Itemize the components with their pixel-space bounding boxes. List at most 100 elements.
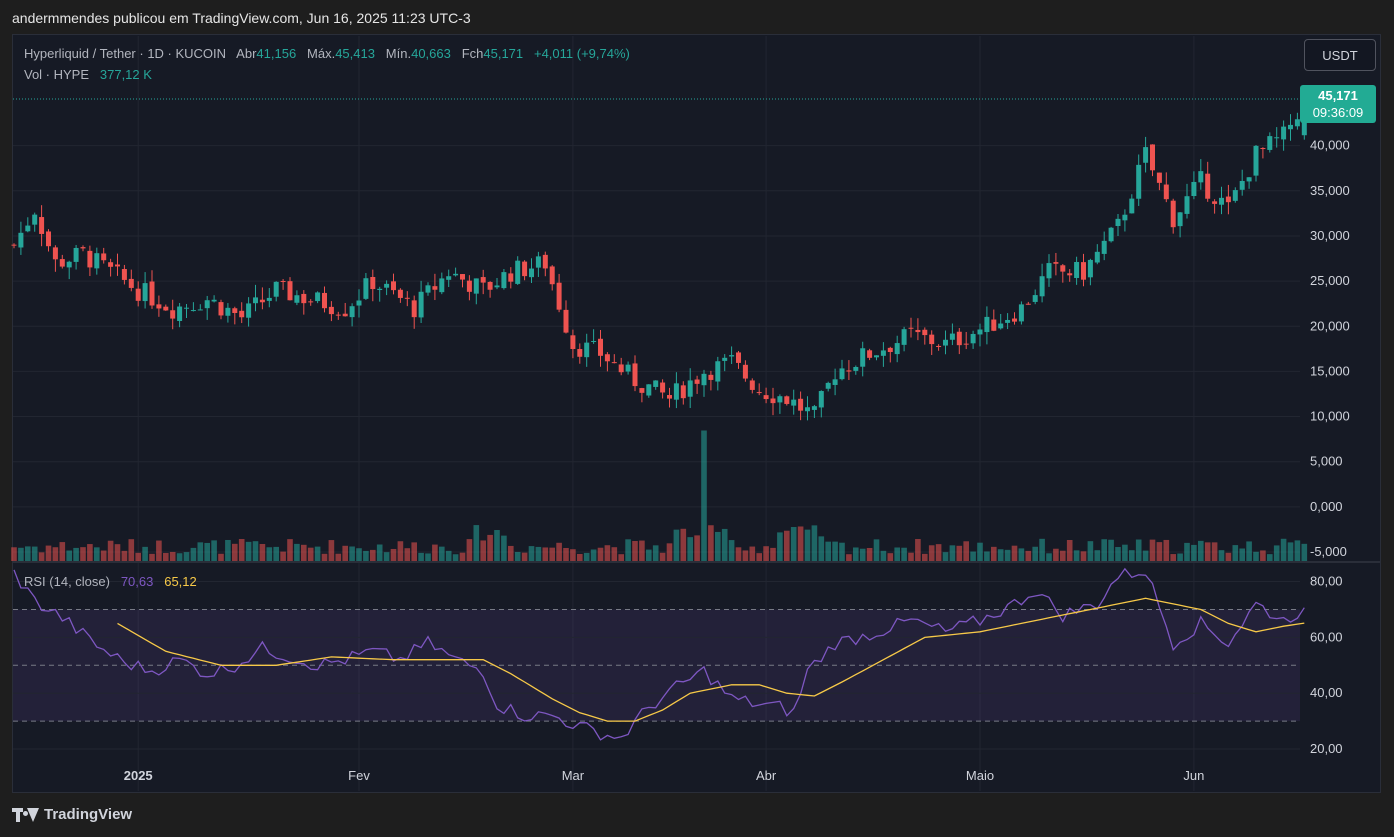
candle[interactable] — [632, 363, 638, 387]
candle[interactable] — [929, 334, 935, 345]
candle[interactable] — [108, 262, 114, 267]
candle[interactable] — [901, 329, 907, 345]
candle[interactable] — [1288, 124, 1293, 130]
candle[interactable] — [1032, 295, 1038, 302]
candle[interactable] — [991, 319, 997, 331]
candle[interactable] — [1074, 261, 1080, 278]
candle[interactable] — [163, 306, 169, 311]
candle[interactable] — [1267, 136, 1273, 150]
candle[interactable] — [1018, 304, 1024, 322]
candle[interactable] — [715, 361, 721, 382]
candle[interactable] — [1039, 276, 1045, 297]
candle[interactable] — [87, 250, 93, 268]
candle[interactable] — [522, 261, 528, 277]
candle[interactable] — [32, 214, 38, 225]
candle[interactable] — [494, 285, 500, 288]
candle[interactable] — [121, 269, 127, 280]
candle[interactable] — [584, 342, 590, 358]
candle[interactable] — [439, 278, 445, 293]
candle[interactable] — [1143, 147, 1149, 163]
candle[interactable] — [611, 362, 617, 364]
candle[interactable] — [1260, 148, 1266, 150]
candle[interactable] — [1198, 171, 1204, 183]
candle[interactable] — [1246, 177, 1252, 182]
candle[interactable] — [777, 396, 783, 403]
candle[interactable] — [1094, 251, 1100, 263]
candle[interactable] — [1163, 184, 1169, 200]
candle[interactable] — [508, 273, 514, 282]
candle[interactable] — [225, 307, 231, 316]
candle[interactable] — [742, 364, 748, 379]
candle[interactable] — [653, 380, 659, 387]
candle[interactable] — [604, 354, 610, 362]
candle[interactable] — [963, 343, 969, 345]
candle[interactable] — [280, 280, 286, 282]
candle[interactable] — [377, 288, 383, 291]
candle[interactable] — [384, 283, 390, 288]
candle[interactable] — [763, 395, 769, 400]
candle[interactable] — [708, 374, 714, 380]
candle[interactable] — [370, 277, 376, 290]
candle[interactable] — [253, 297, 258, 304]
candle[interactable] — [1212, 201, 1218, 204]
candle[interactable] — [501, 272, 507, 289]
candle[interactable] — [577, 349, 583, 357]
candle[interactable] — [1060, 265, 1066, 272]
candle[interactable] — [1046, 263, 1052, 279]
candle[interactable] — [943, 339, 948, 346]
candle[interactable] — [701, 373, 707, 386]
candle[interactable] — [687, 380, 693, 397]
candle[interactable] — [529, 268, 534, 278]
candle[interactable] — [646, 384, 652, 396]
candle[interactable] — [342, 313, 348, 317]
candle[interactable] — [46, 231, 51, 247]
candle[interactable] — [1274, 137, 1280, 139]
candle[interactable] — [908, 327, 914, 329]
candle[interactable] — [791, 399, 797, 406]
candle[interactable] — [177, 306, 183, 322]
candle[interactable] — [156, 304, 162, 309]
candle[interactable] — [1150, 144, 1155, 171]
candle[interactable] — [839, 368, 845, 380]
candle[interactable] — [101, 253, 107, 261]
candle[interactable] — [784, 396, 790, 404]
candle[interactable] — [1177, 212, 1183, 227]
candle[interactable] — [246, 303, 252, 318]
candle[interactable] — [453, 273, 459, 276]
candle[interactable] — [480, 277, 486, 283]
candle[interactable] — [59, 259, 65, 267]
candle[interactable] — [515, 260, 521, 284]
candle[interactable] — [1129, 198, 1135, 214]
candle[interactable] — [867, 350, 873, 358]
candle[interactable] — [184, 307, 189, 309]
candle[interactable] — [432, 286, 438, 290]
candle[interactable] — [142, 283, 148, 302]
candle[interactable] — [535, 256, 541, 268]
candle[interactable] — [1122, 214, 1128, 221]
candle[interactable] — [1170, 200, 1176, 228]
candle[interactable] — [460, 274, 465, 280]
candle[interactable] — [80, 247, 86, 249]
candle[interactable] — [190, 310, 196, 312]
candle[interactable] — [273, 281, 279, 297]
candle[interactable] — [1184, 196, 1190, 214]
candle[interactable] — [956, 331, 962, 346]
candle[interactable] — [1053, 262, 1059, 264]
currency-button[interactable]: USDT — [1304, 39, 1376, 71]
candle[interactable] — [204, 300, 210, 309]
candle[interactable] — [660, 382, 666, 393]
candle[interactable] — [818, 391, 824, 408]
candle[interactable] — [418, 291, 424, 318]
candle[interactable] — [1087, 259, 1093, 278]
candle[interactable] — [694, 379, 700, 384]
candle[interactable] — [170, 310, 176, 319]
candle[interactable] — [473, 278, 479, 294]
candle[interactable] — [197, 309, 203, 311]
candle[interactable] — [880, 350, 886, 356]
candle[interactable] — [1115, 218, 1121, 226]
candle[interactable] — [949, 333, 955, 340]
candle[interactable] — [736, 352, 741, 363]
candle[interactable] — [977, 329, 983, 335]
candle[interactable] — [625, 364, 631, 372]
